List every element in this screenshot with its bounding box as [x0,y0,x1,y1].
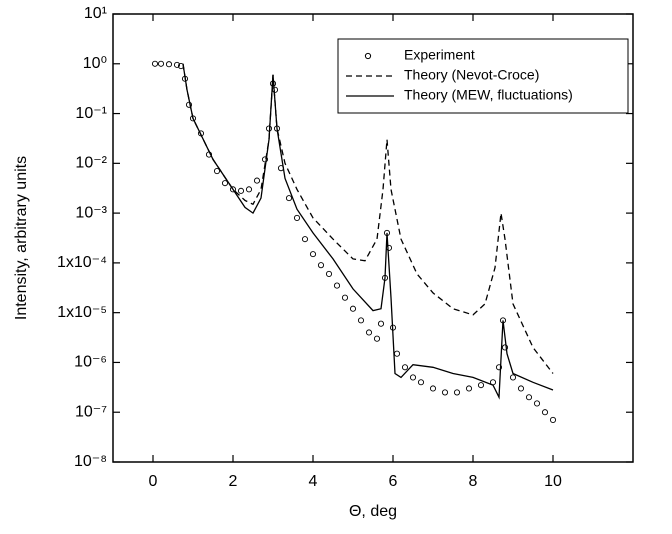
y-tick-label: 10⁻² [75,155,107,172]
legend-label: Experiment [404,47,475,63]
data-point [309,251,317,258]
data-point [151,60,159,67]
y-tick-label: 10⁻⁷ [75,403,107,420]
series-line [182,63,554,400]
legend-marker [364,52,372,60]
x-tick-label: 6 [389,473,398,490]
data-point [495,364,503,371]
x-tick-label: 0 [149,473,158,490]
data-point [373,335,381,342]
data-point [349,305,357,312]
data-point [525,394,533,401]
y-tick-label: 10⁻⁸ [74,453,107,470]
data-point [237,187,245,194]
data-point [429,385,437,392]
data-point [285,195,293,202]
data-point [317,262,325,269]
data-point [453,389,461,396]
y-tick-label: 10¹ [84,5,107,22]
y-tick-label: 10⁻³ [75,204,107,221]
data-point [401,364,409,371]
data-point [417,379,425,386]
legend-label: Theory (MEW, fluctuations) [404,87,573,103]
y-tick-label: 10⁰ [83,55,107,72]
data-point [393,350,401,357]
plot-area [151,60,557,423]
y-tick-label: 10⁻¹ [75,105,107,122]
x-tick-label: 2 [229,473,238,490]
data-point [517,385,525,392]
data-point [409,374,417,381]
data-point [533,400,541,407]
data-point [357,317,365,324]
data-point [165,61,173,68]
data-point [253,177,261,184]
data-point [509,374,517,381]
data-point [229,186,237,193]
data-point [293,214,301,221]
data-point [261,156,269,163]
data-point [325,270,333,277]
x-tick-label: 10 [544,473,562,490]
data-point [441,389,449,396]
x-tick-label: 4 [309,473,318,490]
data-point [541,409,549,416]
y-tick-label: 1x10⁻⁴ [57,254,107,271]
data-point [157,60,165,67]
data-point [549,416,557,423]
data-point [173,61,181,68]
x-tick-label: 8 [469,473,478,490]
y-axis-label: Intensity, arbitrary units [13,156,30,320]
data-point [245,186,253,193]
data-point [477,382,485,389]
data-point [465,385,473,392]
series-line [182,63,554,374]
y-tick-label: 10⁻⁶ [74,354,107,371]
data-point [341,294,349,301]
data-point [333,282,341,289]
data-point [301,236,309,243]
data-point [377,320,385,327]
y-tick-label: 1x10⁻⁵ [57,304,107,321]
data-point [213,167,221,175]
data-point [365,329,373,336]
data-point [271,86,279,93]
plot-frame [112,13,634,463]
data-point [221,180,229,187]
legend-label: Theory (Nevot-Croce) [404,67,539,83]
x-axis-label: Θ, deg [349,503,397,520]
data-point [501,344,509,351]
